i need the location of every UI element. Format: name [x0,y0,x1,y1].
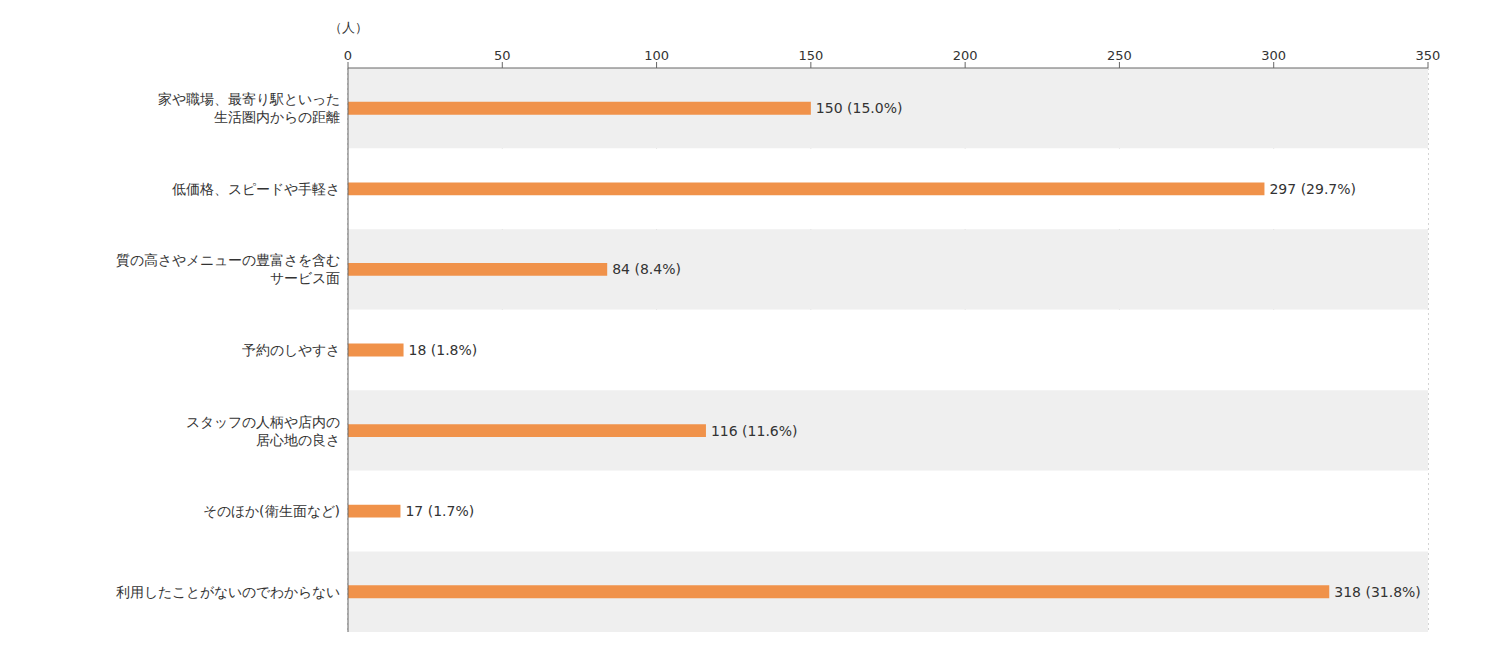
svg-text:家や職場、最寄り駅といった生活圏内からの距離: 家や職場、最寄り駅といった生活圏内からの距離 [158,91,340,125]
svg-text:300: 300 [1261,48,1286,63]
svg-text:150 (15.0%): 150 (15.0%) [816,100,903,116]
svg-text:200: 200 [953,48,978,63]
svg-text:150: 150 [798,48,823,63]
svg-text:50: 50 [494,48,511,63]
svg-text:250: 250 [1107,48,1132,63]
svg-text:100: 100 [644,48,669,63]
svg-text:84 (8.4%): 84 (8.4%) [612,261,681,277]
svg-text:低価格、スピードや手軽さ: 低価格、スピードや手軽さ [172,181,340,197]
svg-text:116 (11.6%): 116 (11.6%) [711,423,798,439]
svg-text:18 (1.8%): 18 (1.8%) [409,342,478,358]
svg-text:17 (1.7%): 17 (1.7%) [405,503,474,519]
svg-text:そのほか(衛生面など): そのほか(衛生面など) [203,503,340,519]
svg-text:350: 350 [1416,48,1441,63]
svg-text:質の高さやメニューの豊富さを含むサービス面: 質の高さやメニューの豊富さを含むサービス面 [116,252,340,286]
svg-text:0: 0 [344,48,352,63]
svg-text:（人）: （人） [329,20,368,35]
svg-text:スタッフの人柄や店内の居心地の良さ: スタッフの人柄や店内の居心地の良さ [186,414,340,448]
svg-text:297 (29.7%): 297 (29.7%) [1269,181,1356,197]
svg-text:利用したことがないのでわからない: 利用したことがないのでわからない [116,584,340,600]
svg-text:予約のしやすさ: 予約のしやすさ [242,342,340,358]
svg-text:318 (31.8%): 318 (31.8%) [1334,584,1421,600]
